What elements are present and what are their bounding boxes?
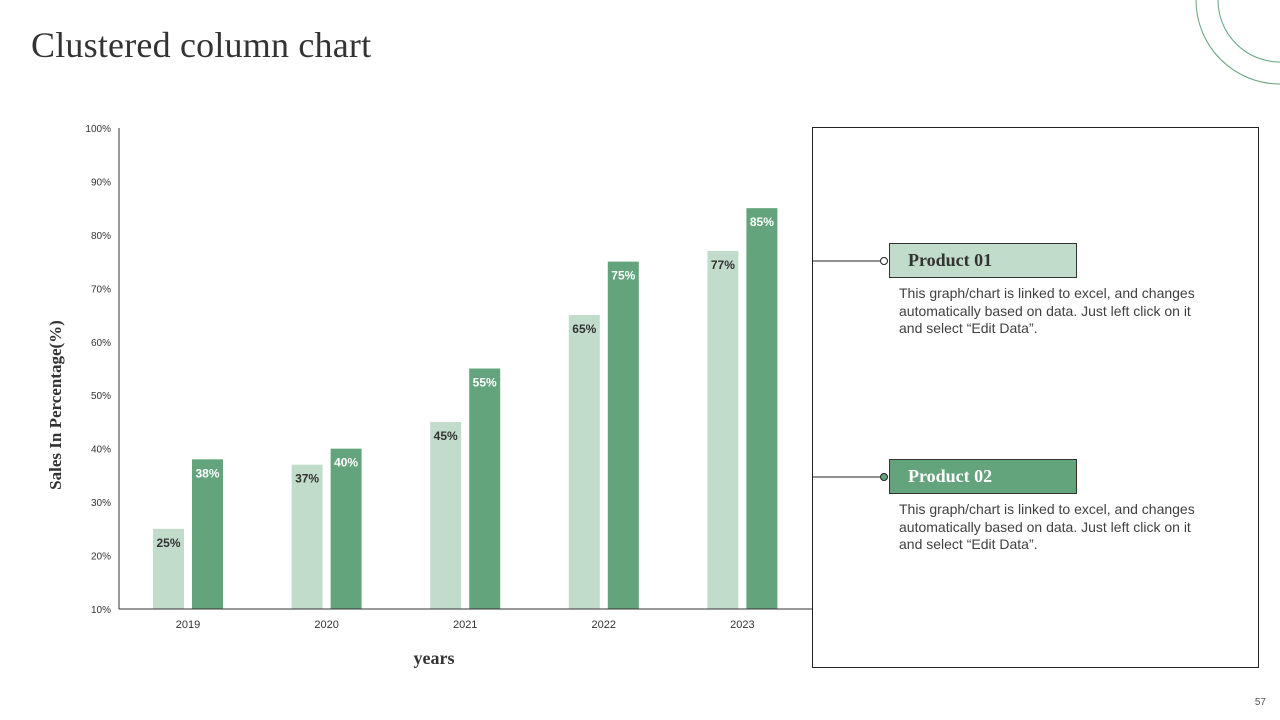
clustered-column-chart: 10% 20% 30% 40% 50% 60% 70% 80% 90% 100% 25% 38% 37… <box>85 124 812 631</box>
bar-data-label: 37% <box>295 472 319 486</box>
y-tick-label: 60% <box>91 338 111 349</box>
bar-data-label: 38% <box>195 466 219 480</box>
bar-product-2-2019 <box>192 459 223 609</box>
bar-product-2-2020 <box>330 448 362 609</box>
bar-product-2-2022 <box>607 261 639 609</box>
bar-data-label: 65% <box>572 322 596 336</box>
y-tick-label: 20% <box>91 552 111 563</box>
connector-dot-product-2 <box>880 473 888 481</box>
y-axis-title: Sales In Percentage(%) <box>46 320 65 490</box>
legend-product-1: Product 01 <box>889 243 1077 278</box>
x-axis-title: years <box>413 648 455 668</box>
bars <box>153 208 778 609</box>
bar-product-1-2023 <box>707 250 739 609</box>
y-tick-label: 30% <box>91 498 111 509</box>
x-axis-ticks: 2019 2020 2021 2022 2023 <box>176 619 755 631</box>
y-tick-label: 90% <box>91 177 111 188</box>
x-tick-label: 2022 <box>592 619 616 631</box>
page-number: 57 <box>1254 697 1266 708</box>
x-tick-label: 2021 <box>453 619 477 631</box>
decorative-circles-icon <box>1195 0 1280 85</box>
bar-data-label: 55% <box>473 376 497 390</box>
bar-product-1-2020 <box>291 464 323 609</box>
legend-product-1-description: This graph/chart is linked to excel, and… <box>899 285 1195 336</box>
x-tick-label: 2019 <box>176 619 200 631</box>
y-tick-label: 70% <box>91 284 111 295</box>
y-tick-label: 100% <box>85 124 111 135</box>
bar-product-1-2021 <box>430 421 462 609</box>
y-axis-ticks: 10% 20% 30% 40% 50% 60% 70% 80% 90% 100% <box>85 124 111 616</box>
y-tick-label: 50% <box>91 391 111 402</box>
bar-data-label: 40% <box>334 456 358 470</box>
legend-product-2-description: This graph/chart is linked to excel, and… <box>899 501 1195 552</box>
bar-product-1-2019 <box>153 528 184 609</box>
bar-product-1-2022 <box>568 315 600 609</box>
bar-data-label: 75% <box>611 269 635 283</box>
page-title: Clustered column chart <box>31 25 372 65</box>
bar-product-2-2021 <box>469 368 501 609</box>
bar-product-2-2023 <box>746 208 778 609</box>
legend-product-2: Product 02 <box>889 459 1077 494</box>
x-tick-label: 2020 <box>314 619 338 631</box>
bar-data-label: 25% <box>156 536 180 550</box>
bar-data-label: 45% <box>434 429 458 443</box>
y-tick-label: 40% <box>91 445 111 456</box>
bar-data-label: 77% <box>711 258 735 272</box>
x-tick-label: 2023 <box>730 619 754 631</box>
bar-data-label: 85% <box>750 215 774 229</box>
bar-labels: 25% 38% 37% 40% 45% 55% 65% 75% 77% 85% <box>156 215 774 550</box>
legend-connectors <box>812 257 888 481</box>
connector-dot-product-1 <box>880 257 888 265</box>
y-tick-label: 10% <box>91 605 111 616</box>
y-tick-label: 80% <box>91 231 111 242</box>
legend-panel <box>812 127 1259 668</box>
